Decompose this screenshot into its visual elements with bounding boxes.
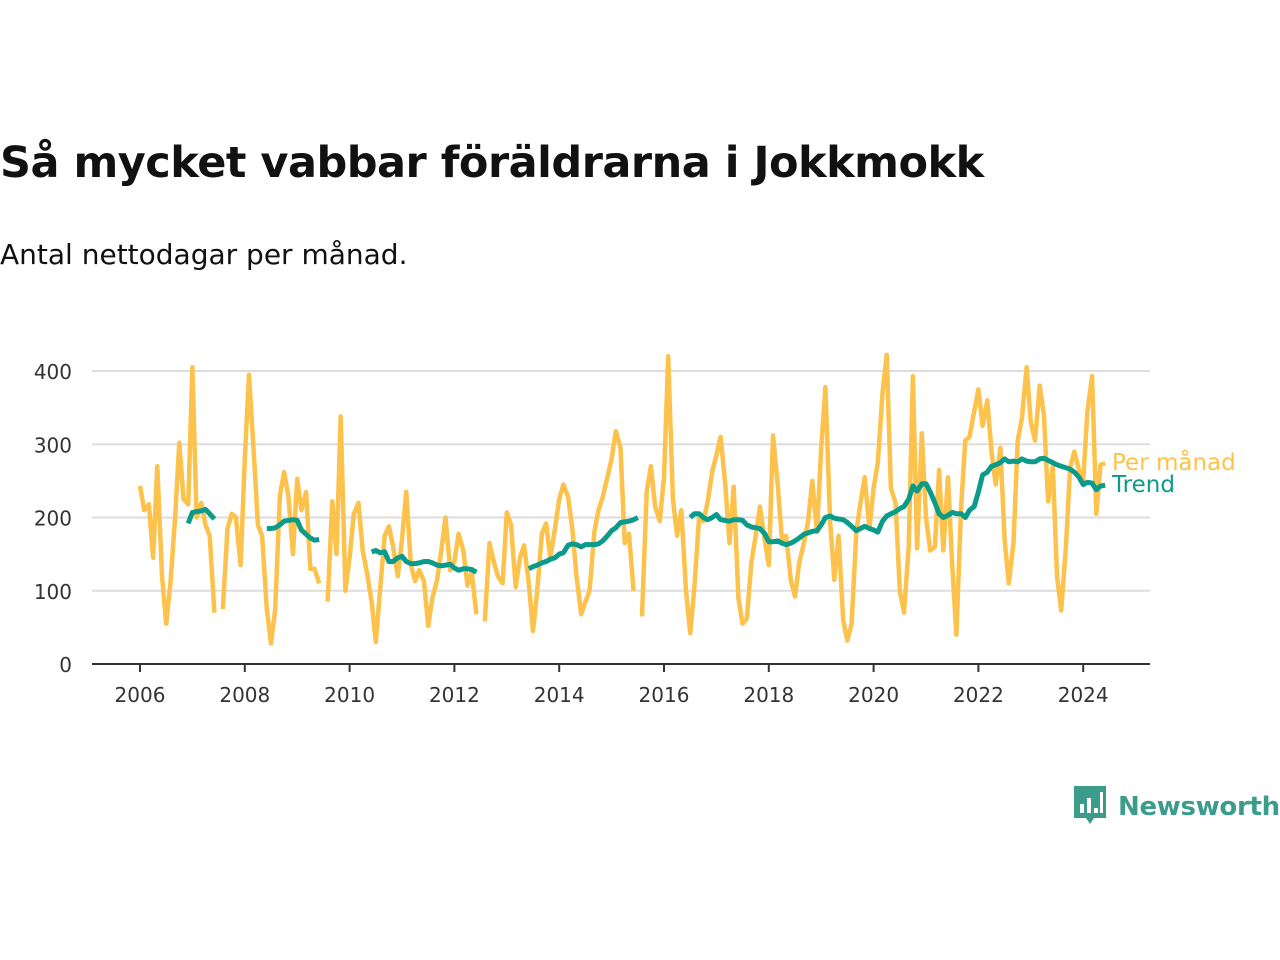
x-tick-label: 2022 [953,683,1004,707]
series-monthly-line [325,414,479,645]
y-tick-label: 200 [34,507,72,531]
y-tick-label: 100 [34,580,72,604]
brand-name: Newsworthy [1118,792,1280,822]
series-label-monthly: Per månad [1112,448,1236,476]
y-axis: 0 100 200 300 400 [34,360,72,677]
plot-area [137,352,1106,646]
y-tick-label: 300 [34,433,72,457]
chart-subtitle: Antal nettodagar per månad. [0,238,408,271]
series-trend-line [688,455,1106,548]
x-axis: 2006 2008 2010 2012 2014 2016 2018 2020 2022 2024 [92,663,1150,707]
series-monthly-line [639,352,1106,643]
series-trend-line [527,515,639,572]
newsworthy-logo-icon [1072,784,1110,830]
x-tick-label: 2012 [429,683,480,707]
series-trend-line [370,548,478,575]
x-tick-label: 2016 [639,683,690,707]
x-tick-label: 2006 [115,683,166,707]
x-tick-label: 2014 [534,683,585,707]
x-tick-label: 2024 [1058,683,1109,707]
x-tick-label: 2010 [324,683,375,707]
series-monthly-line [482,428,636,634]
chart-title: Så mycket vabbar föräldrarna i Jokkmokk [0,138,984,188]
x-tick-label: 2018 [743,683,794,707]
series-trend-line [185,506,217,525]
x-tick-label: 2008 [219,683,270,707]
series-monthly-line [220,372,322,646]
newsworthy-brand[interactable]: Newsworthy [1072,784,1280,830]
series-trend-line [266,517,320,543]
x-tick-label: 2020 [848,683,899,707]
series-monthly-line [137,365,217,626]
series-label-trend: Trend [1111,472,1175,498]
y-tick-label: 400 [34,360,72,384]
y-tick-label: 0 [59,653,72,677]
